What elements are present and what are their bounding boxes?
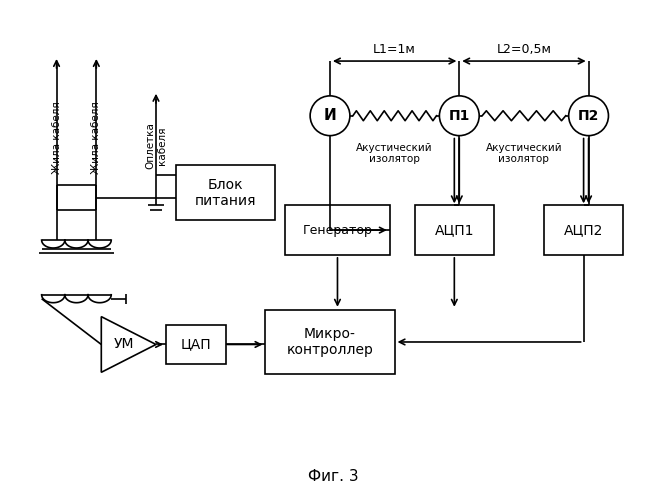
Text: Акустический
изолятор: Акустический изолятор <box>486 142 562 165</box>
Text: Фиг. 3: Фиг. 3 <box>307 469 358 484</box>
Circle shape <box>440 96 479 136</box>
Bar <box>166 324 225 364</box>
Circle shape <box>569 96 608 136</box>
Text: ЦАП: ЦАП <box>181 338 211 351</box>
Text: Блок
питания: Блок питания <box>195 178 256 208</box>
Circle shape <box>310 96 350 136</box>
Text: АЦП1: АЦП1 <box>435 223 474 237</box>
Text: И: И <box>323 108 336 123</box>
Text: L2=0,5м: L2=0,5м <box>496 42 552 56</box>
Text: Генератор: Генератор <box>303 224 372 236</box>
Text: П1: П1 <box>449 109 470 122</box>
Text: Жила кабеля: Жила кабеля <box>91 102 101 174</box>
Bar <box>544 205 624 255</box>
Text: П2: П2 <box>578 109 599 122</box>
Text: УМ: УМ <box>113 338 134 351</box>
Polygon shape <box>101 316 156 372</box>
Bar <box>285 205 390 255</box>
Bar <box>265 310 395 374</box>
Text: АЦП2: АЦП2 <box>564 223 603 237</box>
Text: Жила кабеля: Жила кабеля <box>51 102 61 174</box>
Text: Оплетка
кабеля: Оплетка кабеля <box>145 122 167 169</box>
Bar <box>176 166 275 220</box>
Bar <box>415 205 494 255</box>
Text: Акустический
изолятор: Акустический изолятор <box>356 142 433 165</box>
Text: Микро-
контроллер: Микро- контроллер <box>287 327 374 357</box>
Text: L1=1м: L1=1м <box>374 42 416 56</box>
